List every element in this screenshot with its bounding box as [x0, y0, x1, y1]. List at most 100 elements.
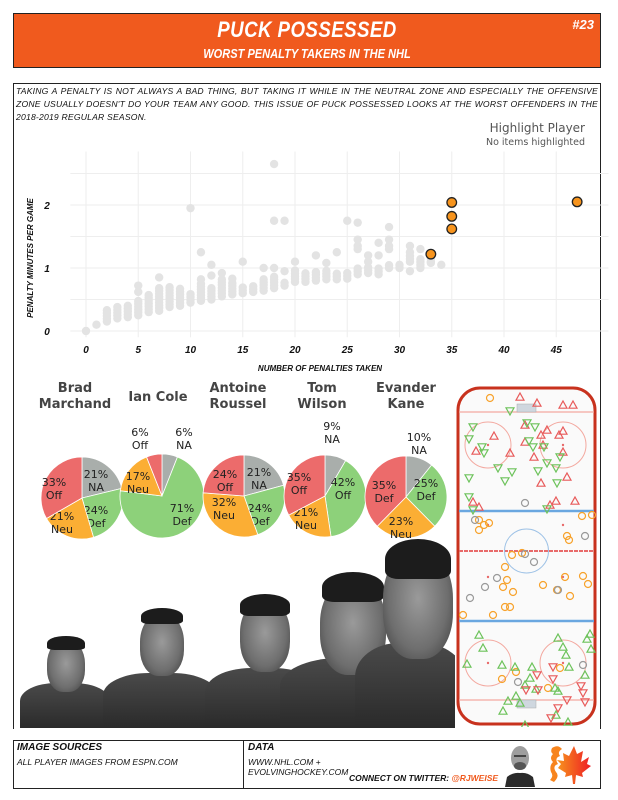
- penalty-marker-up: [524, 672, 536, 682]
- highlighted-data-point[interactable]: [425, 248, 437, 260]
- data-point[interactable]: [207, 260, 216, 270]
- penalty-marker-down: [527, 443, 539, 453]
- data-point[interactable]: [207, 271, 216, 280]
- penalty-marker-circle: [480, 582, 490, 592]
- data-point[interactable]: [301, 269, 310, 278]
- data-point[interactable]: [217, 275, 227, 284]
- highlighted-data-point[interactable]: [446, 210, 458, 222]
- penalty-marker-down: [575, 682, 587, 692]
- data-point[interactable]: [363, 251, 373, 260]
- data-point[interactable]: [134, 296, 143, 306]
- data-point[interactable]: [384, 244, 394, 254]
- penalty-marker-up: [497, 705, 509, 715]
- data-point[interactable]: [81, 326, 91, 336]
- data-point[interactable]: [416, 263, 425, 273]
- data-point[interactable]: [384, 235, 394, 244]
- data-point[interactable]: [269, 159, 279, 169]
- data-point[interactable]: [343, 268, 352, 278]
- data-point[interactable]: [102, 306, 112, 315]
- data-point[interactable]: [196, 275, 206, 284]
- data-point[interactable]: [437, 260, 446, 270]
- penalty-marker-circle: [492, 573, 502, 583]
- data-point[interactable]: [384, 222, 394, 232]
- data-point[interactable]: [374, 251, 383, 260]
- data-point[interactable]: [207, 283, 216, 293]
- penalty-marker-down: [541, 505, 553, 515]
- data-point[interactable]: [186, 203, 195, 213]
- x-tick-label: 5: [135, 345, 141, 356]
- data-point[interactable]: [228, 274, 237, 283]
- data-point[interactable]: [353, 218, 362, 227]
- data-point[interactable]: [353, 264, 362, 273]
- penalty-marker-down: [532, 467, 544, 477]
- data-point[interactable]: [269, 263, 279, 273]
- data-point[interactable]: [353, 235, 362, 244]
- data-point[interactable]: [426, 258, 436, 268]
- penalty-marker-down: [523, 437, 535, 447]
- data-point[interactable]: [311, 267, 321, 277]
- data-point[interactable]: [353, 244, 362, 254]
- data-point[interactable]: [134, 281, 143, 290]
- data-point[interactable]: [134, 287, 143, 297]
- player-last-name: Wilson: [297, 397, 347, 412]
- player-first-name: Antoine: [209, 381, 267, 396]
- data-point[interactable]: [259, 275, 268, 284]
- data-point[interactable]: [290, 257, 300, 266]
- highlighted-data-point[interactable]: [446, 223, 458, 235]
- data-point[interactable]: [311, 251, 321, 260]
- data-point[interactable]: [416, 254, 425, 264]
- data-point[interactable]: [154, 283, 164, 293]
- data-point[interactable]: [280, 266, 289, 276]
- data-point[interactable]: [92, 320, 101, 329]
- data-point[interactable]: [343, 216, 352, 225]
- data-point[interactable]: [374, 238, 383, 247]
- data-point[interactable]: [280, 216, 289, 225]
- data-point[interactable]: [363, 257, 373, 266]
- penalty-marker-down: [579, 698, 591, 708]
- twitter-handle-link[interactable]: @RJWeise: [451, 773, 499, 783]
- data-point[interactable]: [416, 244, 425, 254]
- highlighted-data-point[interactable]: [571, 196, 583, 208]
- data-point[interactable]: [290, 266, 300, 275]
- data-point[interactable]: [405, 241, 415, 251]
- data-point[interactable]: [374, 264, 383, 273]
- data-point[interactable]: [123, 301, 132, 310]
- data-point[interactable]: [405, 248, 415, 257]
- y-tick-label: 1: [44, 264, 50, 275]
- data-sources-text[interactable]: www.NHL.com + EvolvingHockey.com: [248, 757, 349, 777]
- data-point[interactable]: [259, 263, 268, 273]
- penalty-marker-down: [492, 464, 504, 474]
- data-point[interactable]: [175, 284, 185, 293]
- data-point[interactable]: [395, 263, 404, 273]
- highlight-status[interactable]: No items highlighted: [485, 137, 585, 148]
- data-point[interactable]: [322, 258, 331, 268]
- faceoff-circle: [464, 421, 512, 469]
- data-point[interactable]: [238, 283, 247, 292]
- data-point[interactable]: [144, 290, 153, 300]
- data-point[interactable]: [238, 257, 247, 266]
- x-axis-label: NUMBER OF PENALTIES TAKEN: [258, 364, 382, 373]
- data-point[interactable]: [405, 266, 415, 276]
- page-title: Puck Possessed: [217, 17, 397, 42]
- data-point[interactable]: [113, 302, 122, 312]
- data-point[interactable]: [322, 266, 331, 276]
- data-point[interactable]: [196, 248, 206, 257]
- data-point[interactable]: [249, 282, 258, 291]
- data-point[interactable]: [269, 272, 279, 282]
- intro-text: Taking a penalty is not always a bad thi…: [16, 86, 598, 122]
- data-point[interactable]: [154, 273, 164, 282]
- highlighted-data-point[interactable]: [446, 197, 458, 208]
- scatter-chart[interactable]: 0 5 10 15 20 25 30 35 40 45 0 1 2 NUMBER OF PENALTIES…: [0, 0, 618, 380]
- data-point[interactable]: [269, 216, 279, 225]
- penalty-marker-circle: [511, 667, 521, 677]
- data-point[interactable]: [217, 268, 227, 278]
- y-tick-label: 0: [44, 327, 50, 338]
- data-point[interactable]: [165, 283, 174, 292]
- player-first-name: Tom: [307, 381, 337, 396]
- penalty-marker-circle: [520, 549, 530, 559]
- data-point[interactable]: [186, 289, 195, 299]
- data-point[interactable]: [332, 269, 341, 278]
- data-point[interactable]: [280, 278, 289, 288]
- data-point[interactable]: [332, 248, 341, 257]
- data-point[interactable]: [384, 260, 394, 270]
